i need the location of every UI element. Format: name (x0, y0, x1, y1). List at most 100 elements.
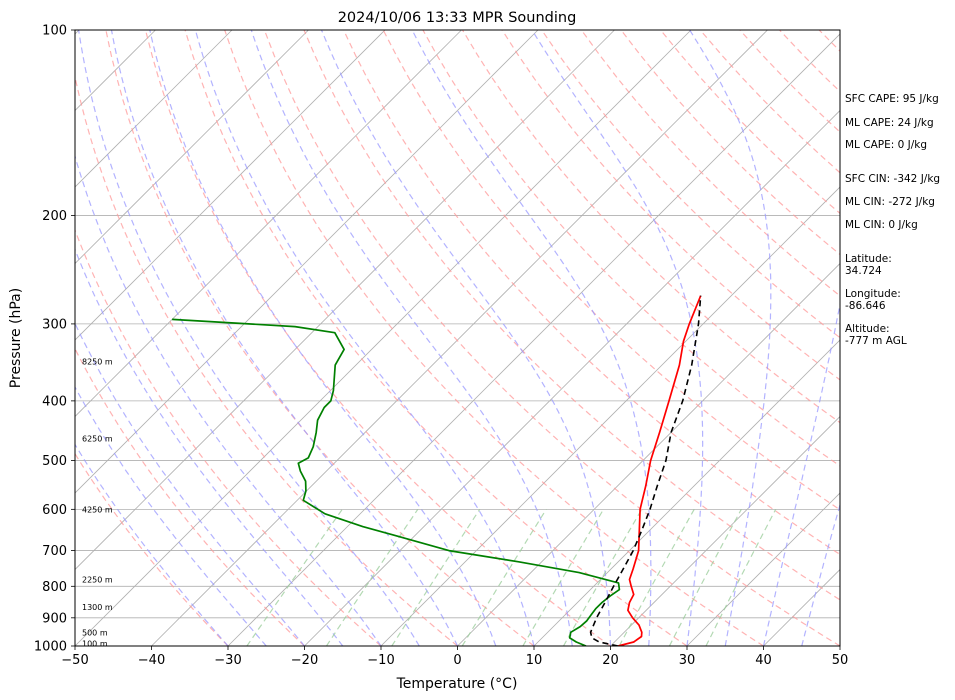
height-label: 2250 m (82, 576, 113, 585)
y-tick-label: 1000 (34, 640, 67, 655)
dry-adiabat-line (144, 30, 611, 646)
dry-adiabat-line (75, 347, 305, 646)
isotherm-line (151, 30, 768, 646)
moist-adiabat-line (531, 30, 704, 646)
moist-adiabat-line (75, 154, 382, 646)
isotherm-line (457, 262, 840, 646)
isotherm-line (75, 30, 539, 494)
isotherm-line (686, 492, 840, 646)
ml-cin-text: ML CIN: -272 J/kg (845, 196, 935, 208)
dry-adiabat-line (75, 74, 458, 646)
height-label: 500 m (82, 628, 108, 637)
latitude-text: Latitude: 34.724 (845, 253, 892, 277)
background-lines (75, 30, 955, 646)
height-label: 1300 m (82, 603, 113, 612)
moist-adiabat-line (110, 30, 459, 646)
x-tick-label: −10 (367, 653, 394, 668)
isotherm-line (380, 186, 840, 646)
y-tick-label: 700 (42, 544, 67, 559)
moist-adiabat-line (689, 30, 772, 646)
height-label: 4250 m (82, 505, 113, 514)
moist-adiabat-line (801, 502, 840, 646)
x-tick-label: 50 (832, 653, 849, 668)
dry-adiabat-line (263, 30, 840, 646)
isotherm-line (610, 415, 840, 646)
mixing-ratio-line (325, 508, 419, 646)
dry-adiabat-line (343, 30, 840, 556)
x-tick-label: −20 (291, 653, 318, 668)
y-axis: 100 200 300 400 500 600 700 800 900 1000 (34, 24, 75, 655)
y-tick-label: 300 (42, 317, 67, 332)
mixing-ratio-line (246, 508, 343, 646)
x-axis-label: Temperature (°C) (396, 676, 518, 692)
y-tick-label: 100 (42, 24, 67, 39)
ml-cape-text: ML CAPE: 24 J/kg (845, 117, 934, 129)
dry-adiabat-line (105, 30, 535, 646)
moist-adiabat-line (75, 247, 344, 646)
moist-adiabat-line (75, 443, 229, 646)
mixing-ratio-line (562, 508, 643, 646)
isotherm-line (75, 30, 462, 418)
y-tick-label: 800 (42, 580, 67, 595)
height-label: 6250 m (82, 434, 113, 443)
moist-adiabat-line (78, 30, 420, 646)
moist-adiabat-line (194, 30, 535, 646)
isotherm-line (75, 30, 386, 341)
temperature-line (617, 295, 702, 646)
dry-adiabat-line (184, 30, 688, 646)
moist-adiabat-line (762, 301, 840, 646)
mixing-ratio-line (461, 508, 547, 646)
mixing-ratio-line (668, 509, 742, 646)
height-label: 100 m (82, 639, 108, 648)
x-tick-label: 20 (602, 653, 619, 668)
height-label: 8250 m (82, 357, 113, 366)
moist-adiabat-line (320, 30, 612, 646)
y-tick-label: 600 (42, 503, 67, 518)
isotherm-line (75, 30, 692, 646)
isotherm-line (304, 109, 840, 646)
isotherm-line (227, 33, 840, 646)
moist-adiabat-line (250, 30, 573, 646)
moist-adiabat-line (75, 385, 267, 646)
mixing-ratio-line (391, 508, 481, 646)
sfc-cape-text: SFC CAPE: 95 J/kg (845, 93, 939, 105)
parcel-line (589, 295, 702, 646)
altitude-text: Altitude: -777 m AGL (845, 323, 907, 347)
dry-adiabat-line (303, 30, 840, 601)
mixing-ratio-line (618, 509, 695, 646)
x-tick-label: 10 (526, 653, 543, 668)
y-tick-label: 200 (42, 209, 67, 224)
dry-adiabat-line (580, 30, 840, 297)
height-labels: 8250 m 6250 m 4250 m 2250 m 1300 m 500 m 100 m (82, 357, 113, 648)
longitude-text: Longitude: -86.646 (845, 288, 901, 312)
mixing-ratio-line (522, 508, 605, 646)
dry-adiabat-line (422, 30, 840, 467)
mixing-ratio-line (705, 509, 777, 646)
x-axis: −50 −40 −30 −20 −10 0 10 20 30 40 50 (61, 646, 848, 668)
chart-title: 2024/10/06 13:33 MPR Sounding (338, 10, 577, 26)
isotherm-line (75, 30, 309, 265)
isotherm-line (75, 30, 233, 188)
isotherm-line (75, 30, 615, 571)
ml-cin-text-2: ML CIN: 0 J/kg (845, 219, 918, 231)
x-tick-label: 30 (679, 653, 696, 668)
sfc-cin-text: SFC CIN: -342 J/kg (845, 173, 941, 185)
x-tick-label: −40 (138, 653, 165, 668)
ml-cape-text-2: ML CAPE: 0 J/kg (845, 139, 928, 151)
dry-adiabat-line (75, 228, 382, 646)
x-tick-label: −30 (214, 653, 241, 668)
profile-lines (172, 295, 702, 646)
y-tick-label: 500 (42, 454, 67, 469)
dewpoint-line (172, 318, 621, 646)
y-tick-label: 400 (42, 394, 67, 409)
x-tick-label: 0 (453, 653, 461, 668)
y-tick-label: 900 (42, 611, 67, 626)
moist-adiabat-line (411, 30, 652, 646)
dry-adiabat-line (382, 30, 840, 511)
dry-adiabat-line (938, 30, 955, 646)
x-tick-label: −50 (61, 653, 88, 668)
x-tick-label: 40 (755, 653, 772, 668)
moist-adiabat-line (149, 30, 497, 646)
y-axis-label: Pressure (hPa) (8, 288, 24, 388)
